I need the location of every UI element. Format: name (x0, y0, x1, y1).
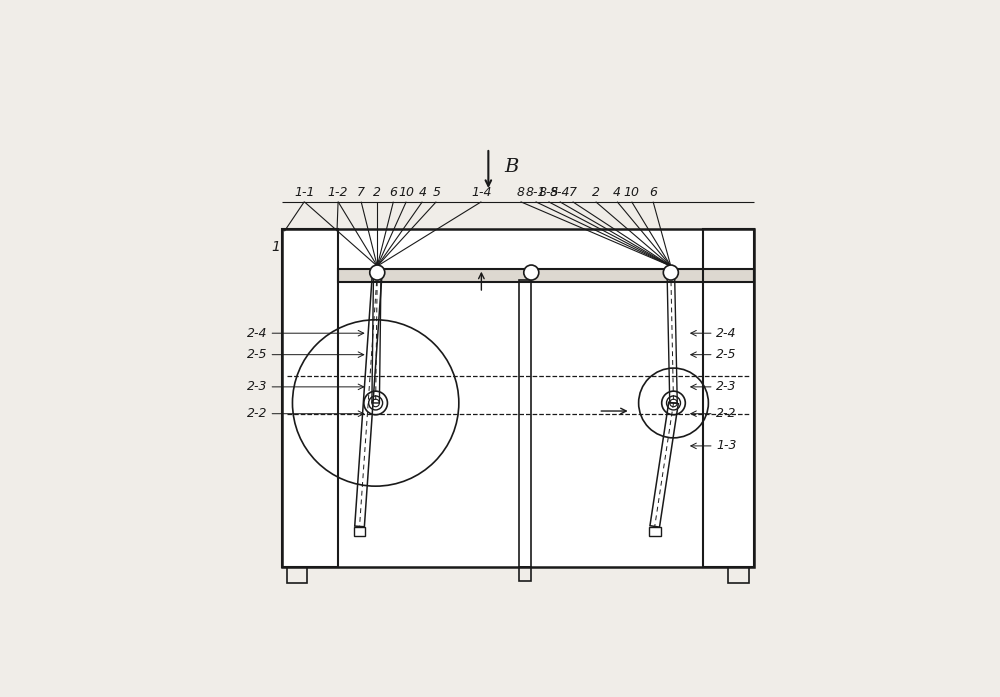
Text: 2-2: 2-2 (716, 407, 737, 420)
Text: 2-5: 2-5 (716, 348, 737, 361)
Circle shape (524, 265, 539, 280)
Bar (519, 567, 531, 581)
Text: 5: 5 (432, 186, 440, 199)
Bar (282, 229, 754, 567)
Text: 8-1: 8-1 (525, 186, 546, 199)
Text: 1: 1 (271, 240, 280, 254)
Text: 2: 2 (373, 186, 381, 199)
Text: 10: 10 (398, 186, 414, 199)
Text: 1-4: 1-4 (471, 186, 492, 199)
Text: 2-4: 2-4 (716, 327, 737, 339)
Text: 8-5: 8-5 (538, 186, 559, 199)
Text: 1-3: 1-3 (716, 439, 737, 452)
Text: 2-3: 2-3 (716, 381, 737, 393)
Text: 10: 10 (624, 186, 640, 199)
Text: 1-2: 1-2 (328, 186, 348, 199)
Bar (287, 567, 307, 583)
Text: 2-3: 2-3 (247, 381, 267, 393)
Text: 6: 6 (389, 186, 397, 199)
Text: 2: 2 (592, 186, 600, 199)
Bar (354, 528, 365, 536)
Circle shape (663, 265, 678, 280)
Text: 4: 4 (613, 186, 621, 199)
Text: 6: 6 (649, 186, 657, 199)
Bar (728, 567, 749, 583)
Text: B: B (504, 158, 519, 176)
Bar (703, 229, 754, 567)
Bar (519, 279, 531, 567)
Text: 7: 7 (569, 186, 577, 199)
Text: 2-4: 2-4 (247, 327, 267, 339)
Text: 2-2: 2-2 (247, 407, 267, 420)
Text: 8: 8 (517, 186, 525, 199)
Text: 7: 7 (357, 186, 365, 199)
Bar (282, 229, 338, 567)
Text: 8-4: 8-4 (549, 186, 570, 199)
Bar (282, 229, 754, 567)
Circle shape (370, 265, 385, 280)
Text: 2-5: 2-5 (247, 348, 267, 361)
Text: 4: 4 (418, 186, 426, 199)
Bar (338, 269, 754, 282)
Text: 1-1: 1-1 (294, 186, 315, 199)
Bar (649, 528, 661, 536)
